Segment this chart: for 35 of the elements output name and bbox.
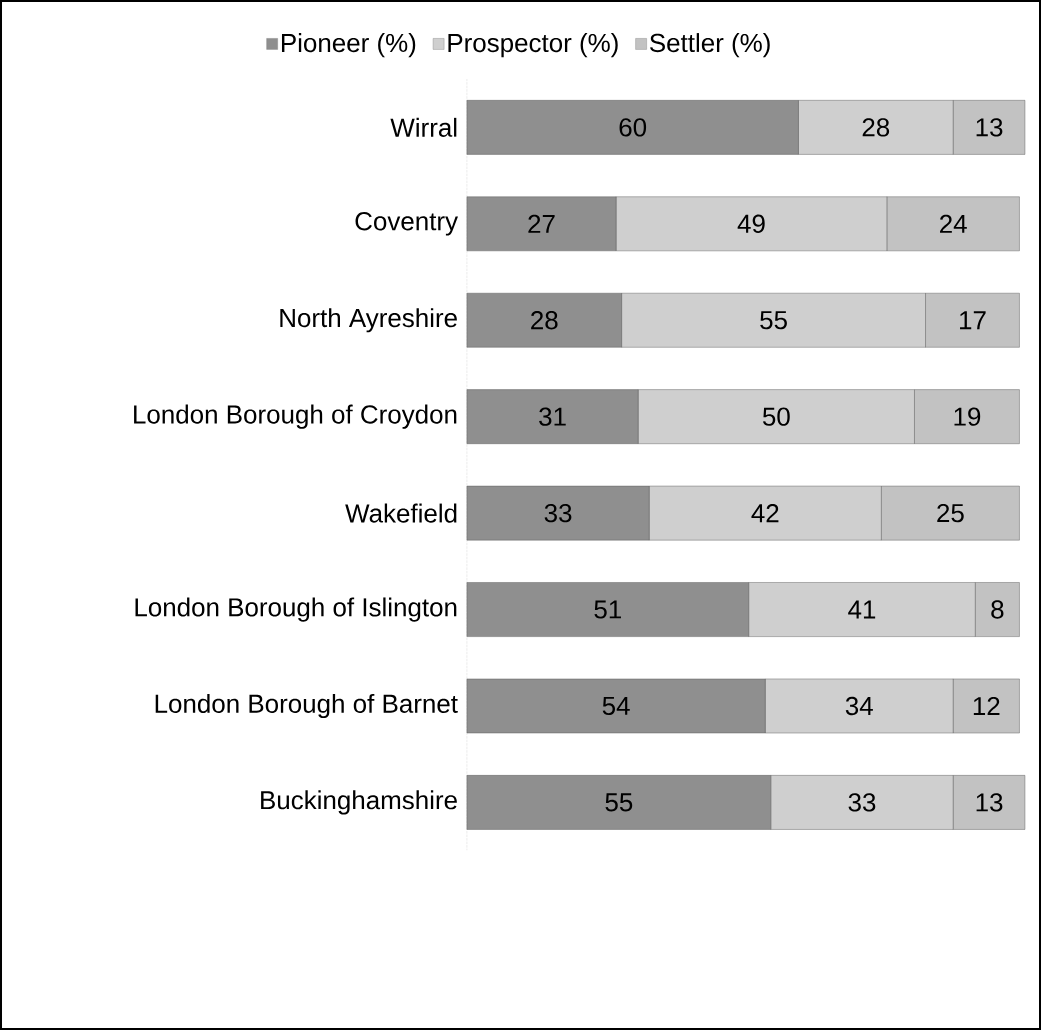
data-label: 13 [976, 793, 1003, 812]
y-tick-label: North Ayreshire [280, 308, 457, 333]
y-tick-label: Wakefield [345, 503, 457, 523]
data-label: 55 [605, 793, 633, 812]
legend-label: Settler (%) [650, 33, 770, 58]
data-label: 60 [619, 118, 647, 137]
data-label: 33 [544, 503, 572, 523]
data-label: 31 [539, 407, 566, 426]
data-label: 19 [954, 407, 981, 426]
y-tick-label: London Borough of Croydon [134, 404, 457, 429]
data-label: 24 [940, 214, 967, 233]
data-label: 42 [751, 504, 779, 523]
data-label: 51 [594, 600, 621, 619]
data-label: 28 [531, 311, 558, 330]
data-label: 13 [976, 118, 1003, 137]
data-label: 49 [737, 214, 765, 233]
data-label: 28 [862, 118, 890, 137]
data-label: 50 [762, 407, 790, 426]
y-tick-label: London Borough of Barnet [155, 693, 458, 719]
y-tick-label: Wirral [390, 117, 457, 137]
data-label: 12 [973, 696, 1000, 716]
data-label: 33 [848, 793, 876, 812]
data-label: 41 [848, 600, 876, 619]
data-label: 55 [760, 311, 787, 330]
data-label: 34 [845, 696, 873, 716]
data-label: 25 [937, 503, 964, 523]
y-tick-label: Buckinghamshire [261, 790, 457, 815]
data-label: 27 [528, 214, 555, 233]
legend-label: Pioneer (%) [281, 33, 416, 58]
data-label: 17 [960, 311, 986, 330]
y-tick-label: Coventry [355, 212, 458, 236]
data-label: 54 [602, 696, 630, 716]
data-label: 8 [991, 600, 1004, 619]
y-tick-label: London Borough of Islington [135, 597, 457, 622]
legend-label: Prospector (%) [448, 33, 618, 58]
